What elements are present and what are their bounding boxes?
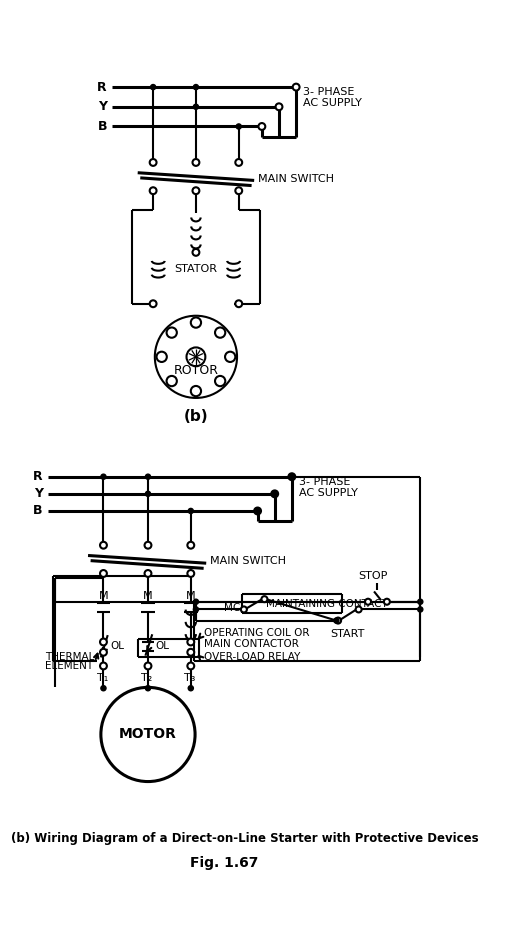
Circle shape xyxy=(293,84,300,90)
Circle shape xyxy=(193,159,199,166)
Circle shape xyxy=(335,618,341,623)
Text: START: START xyxy=(330,629,365,639)
Circle shape xyxy=(262,597,267,602)
Circle shape xyxy=(100,662,107,670)
Text: MAIN SWITCH: MAIN SWITCH xyxy=(257,174,334,183)
Text: MAINTAINING CONTACT: MAINTAINING CONTACT xyxy=(266,599,388,609)
Circle shape xyxy=(146,491,150,497)
Circle shape xyxy=(187,662,194,670)
Text: T₂: T₂ xyxy=(141,673,153,683)
Text: OL: OL xyxy=(110,641,124,652)
Circle shape xyxy=(384,598,390,605)
Circle shape xyxy=(289,473,295,480)
Text: Y: Y xyxy=(33,487,43,501)
Circle shape xyxy=(271,490,278,497)
Circle shape xyxy=(100,638,107,645)
Text: 3- PHASE: 3- PHASE xyxy=(299,477,350,486)
Text: THERMAL: THERMAL xyxy=(45,653,94,662)
Circle shape xyxy=(235,187,242,194)
Circle shape xyxy=(187,542,194,549)
Circle shape xyxy=(150,187,157,194)
Circle shape xyxy=(145,542,151,549)
Circle shape xyxy=(188,508,193,514)
Circle shape xyxy=(258,124,265,130)
Circle shape xyxy=(150,85,156,89)
Circle shape xyxy=(418,599,423,604)
Text: M: M xyxy=(99,591,108,601)
Circle shape xyxy=(355,606,362,613)
Circle shape xyxy=(100,649,107,655)
Circle shape xyxy=(145,662,151,670)
Text: ELEMENT: ELEMENT xyxy=(45,661,93,671)
Circle shape xyxy=(365,598,371,605)
Text: Fig. 1.67: Fig. 1.67 xyxy=(190,856,258,870)
Text: MAIN CONTACTOR: MAIN CONTACTOR xyxy=(205,638,300,649)
Circle shape xyxy=(100,570,107,577)
Circle shape xyxy=(187,570,194,577)
Text: ROTOR: ROTOR xyxy=(173,364,218,377)
Text: T₃: T₃ xyxy=(184,673,196,683)
Circle shape xyxy=(146,686,150,691)
Text: 3- PHASE: 3- PHASE xyxy=(303,87,354,97)
Text: R: R xyxy=(33,470,43,484)
Circle shape xyxy=(150,300,157,307)
Text: MOTOR: MOTOR xyxy=(119,728,177,741)
Text: MAIN SWITCH: MAIN SWITCH xyxy=(210,557,286,566)
Circle shape xyxy=(254,507,261,514)
Circle shape xyxy=(272,491,277,497)
Text: MC: MC xyxy=(224,602,241,613)
Circle shape xyxy=(187,649,194,655)
Circle shape xyxy=(101,474,106,480)
Text: M: M xyxy=(186,591,196,601)
Circle shape xyxy=(334,618,339,623)
Text: AC SUPPLY: AC SUPPLY xyxy=(303,99,362,108)
Circle shape xyxy=(100,542,107,549)
Circle shape xyxy=(187,638,194,645)
Circle shape xyxy=(150,159,157,166)
Circle shape xyxy=(101,686,106,691)
Circle shape xyxy=(193,249,199,256)
Circle shape xyxy=(193,187,199,194)
Circle shape xyxy=(255,508,260,514)
Circle shape xyxy=(289,474,294,480)
Text: OPERATING COIL OR: OPERATING COIL OR xyxy=(205,628,310,638)
Circle shape xyxy=(193,85,198,89)
Circle shape xyxy=(193,599,198,604)
Text: AC SUPPLY: AC SUPPLY xyxy=(299,488,358,498)
Text: OL: OL xyxy=(156,641,170,652)
Circle shape xyxy=(188,686,193,691)
Circle shape xyxy=(146,474,150,480)
Circle shape xyxy=(193,607,198,612)
Circle shape xyxy=(235,300,242,307)
Text: R: R xyxy=(97,81,107,94)
Text: M: M xyxy=(143,591,153,601)
Circle shape xyxy=(276,104,282,110)
Text: STATOR: STATOR xyxy=(174,264,218,275)
Text: B: B xyxy=(98,120,107,133)
Circle shape xyxy=(193,104,198,109)
Text: T₁: T₁ xyxy=(97,673,108,683)
Text: STOP: STOP xyxy=(359,571,388,581)
Circle shape xyxy=(145,570,151,577)
Text: (b) Wiring Diagram of a Direct-on-Line Starter with Protective Devices: (b) Wiring Diagram of a Direct-on-Line S… xyxy=(11,832,479,846)
Circle shape xyxy=(241,606,247,613)
Text: (b): (b) xyxy=(184,409,208,425)
Text: B: B xyxy=(33,504,43,518)
Circle shape xyxy=(236,124,241,129)
Circle shape xyxy=(235,159,242,166)
Text: OVER-LOAD RELAY: OVER-LOAD RELAY xyxy=(205,653,301,662)
Text: Y: Y xyxy=(98,101,107,113)
Circle shape xyxy=(418,607,423,612)
